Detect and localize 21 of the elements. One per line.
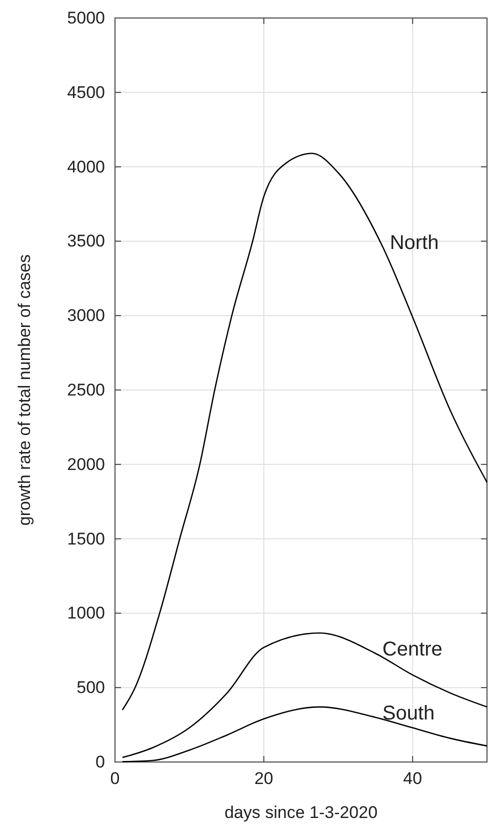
- x-tick-label: 20: [254, 769, 274, 788]
- y-tick-label: 5000: [67, 8, 105, 28]
- x-tick-label: 40: [403, 769, 422, 788]
- y-tick-label: 2000: [67, 454, 105, 474]
- line-series: [122, 706, 488, 762]
- y-tick-label: 3500: [67, 232, 105, 251]
- y-tick-label: 500: [76, 678, 105, 698]
- series-label: South: [382, 702, 435, 724]
- y-tick-label: 2500: [67, 380, 105, 400]
- x-tick-label: 0: [110, 769, 120, 788]
- y-axis-title: growth rate of total number of cases: [15, 254, 34, 526]
- y-tick-label: 3000: [67, 306, 105, 326]
- y-tick-label: 4000: [67, 157, 105, 176]
- x-axis-title: days since 1-3-2020: [224, 803, 378, 822]
- y-tick-label: 4500: [67, 82, 105, 102]
- y-tick-label: 0: [96, 752, 105, 772]
- y-tick-label: 1000: [67, 604, 105, 623]
- series-label: North: [390, 232, 439, 254]
- series-label: Centre: [382, 638, 442, 660]
- line-series: [122, 632, 488, 758]
- y-tick-label: 1500: [67, 529, 105, 548]
